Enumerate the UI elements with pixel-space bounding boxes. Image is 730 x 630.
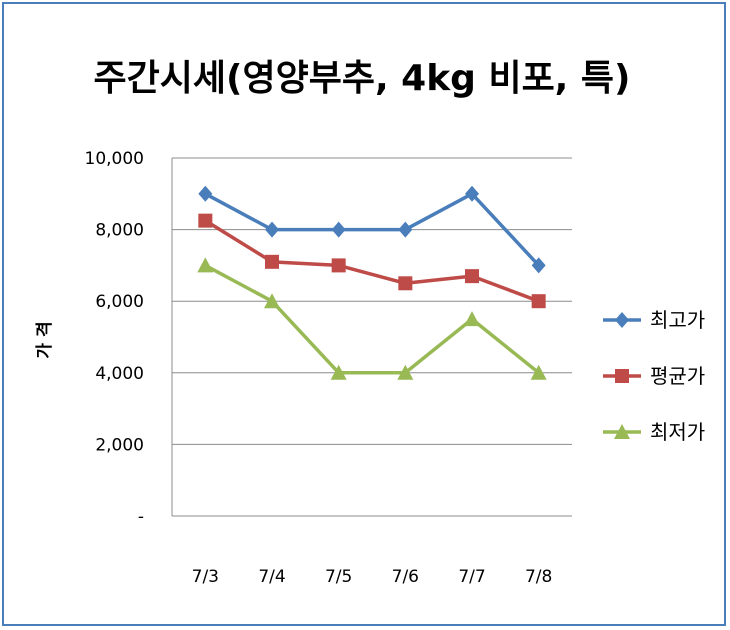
data-point-1-1 xyxy=(265,254,279,269)
data-point-0-1 xyxy=(265,221,279,238)
legend-entry-2: 최저가 xyxy=(603,420,705,444)
legend-label-2: 최저가 xyxy=(650,420,705,444)
series-2 xyxy=(197,257,547,380)
data-point-1-2 xyxy=(331,258,346,273)
y-tick-label-3: 6,000 xyxy=(95,292,144,312)
legend-marker-0 xyxy=(615,312,629,328)
data-point-0-2 xyxy=(331,221,346,238)
data-point-0-5 xyxy=(531,257,546,274)
series-line-1 xyxy=(204,219,540,303)
data-point-2-5 xyxy=(530,364,547,380)
x-tick-label-4: 7/7 xyxy=(458,567,485,587)
series-0 xyxy=(198,185,546,274)
data-point-2-1 xyxy=(264,293,280,309)
data-point-0-3 xyxy=(398,221,413,238)
x-tick-label-3: 7/6 xyxy=(392,567,419,587)
series-1 xyxy=(198,213,546,309)
legend-label-1: 평균가 xyxy=(650,364,705,388)
axes: - 2,000 4,000 6,000 8,000 10,000 7/3 7/4 7/5 7/6 7… xyxy=(85,149,572,587)
y-tick-label-0: - xyxy=(138,507,144,527)
series-line-2 xyxy=(204,263,540,375)
legend-marker-2 xyxy=(614,424,630,439)
x-tick-label-0: 7/3 xyxy=(192,567,219,587)
data-point-1-0 xyxy=(198,213,213,228)
data-point-2-0 xyxy=(197,257,214,273)
legend-marker-1 xyxy=(615,369,629,383)
y-tick-label-1: 2,000 xyxy=(95,435,144,455)
data-point-2-3 xyxy=(397,364,414,380)
x-tick-label-5: 7/8 xyxy=(525,567,552,587)
data-point-1-4 xyxy=(465,269,479,284)
legend-entry-0: 최고가 xyxy=(603,308,705,332)
data-point-2-4 xyxy=(464,311,480,327)
data-point-0-4 xyxy=(465,185,479,202)
series-line-0 xyxy=(204,192,540,267)
series-group xyxy=(197,185,547,380)
y-tick-label-5: 10,000 xyxy=(85,149,144,169)
legend-entry-1: 평균가 xyxy=(603,364,705,388)
y-tick-label-4: 8,000 xyxy=(95,221,144,241)
data-point-0-0 xyxy=(198,185,213,202)
chart-title: 주간시세(영양부추, 4kg 비포, 특) xyxy=(94,58,631,99)
y-tick-label-2: 4,000 xyxy=(95,364,144,384)
legend-label-0: 최고가 xyxy=(650,308,705,332)
y-axis-label: 가 격 xyxy=(35,321,55,358)
data-point-1-5 xyxy=(531,294,546,309)
data-point-1-3 xyxy=(398,276,413,291)
x-tick-label-2: 7/5 xyxy=(325,567,352,587)
data-point-2-2 xyxy=(330,364,347,380)
gridlines xyxy=(172,157,572,445)
x-tick-label-1: 7/4 xyxy=(258,567,285,587)
